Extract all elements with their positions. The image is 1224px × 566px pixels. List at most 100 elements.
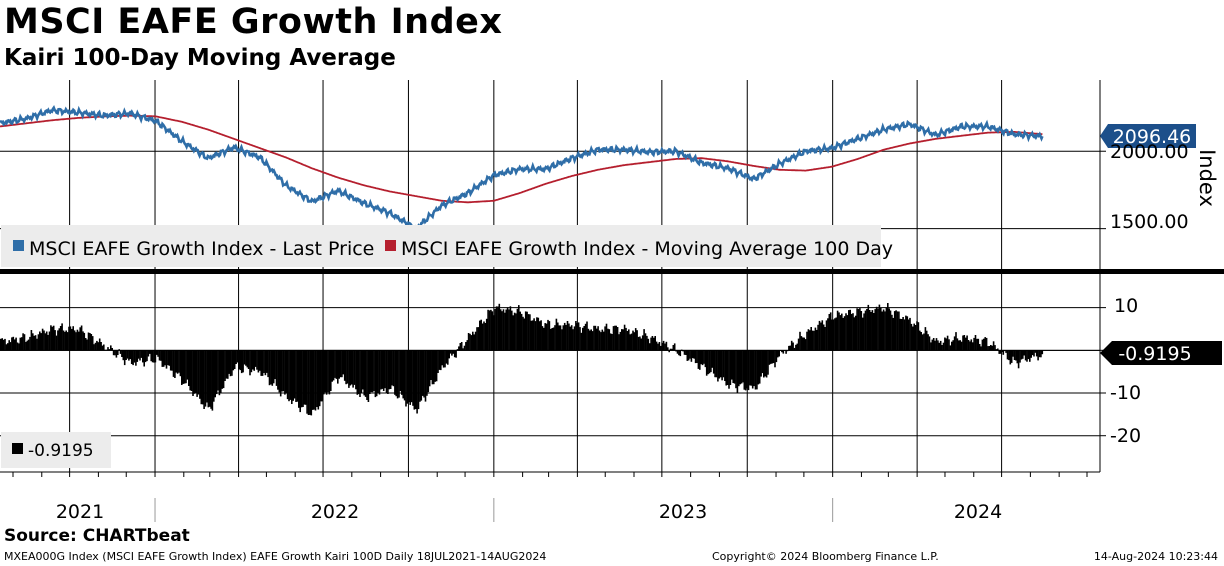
kairi-bar — [969, 341, 971, 351]
kairi-bar — [451, 350, 453, 356]
kairi-bar — [616, 327, 619, 351]
kairi-bar — [416, 350, 418, 414]
kairi-bar — [139, 350, 141, 361]
kairi-bar — [935, 338, 938, 351]
kairi-bar — [123, 350, 126, 366]
kairi-bar — [570, 325, 573, 351]
kairi-bar — [653, 337, 655, 351]
kairi-bar — [983, 338, 985, 351]
kairi-bar — [1010, 350, 1013, 363]
kairi-bar — [632, 330, 634, 351]
kairi-bar — [916, 321, 918, 351]
kairi-bar — [690, 350, 693, 362]
kairi-bar — [408, 350, 410, 403]
kairi-bar — [568, 323, 570, 351]
kairi-bar — [999, 350, 1002, 354]
kairi-bar — [417, 350, 420, 410]
kairi-bar — [384, 350, 386, 389]
kairi-bar — [380, 350, 382, 390]
kairi-bar — [54, 330, 56, 351]
kairi-bar — [715, 350, 718, 378]
kairi-bar — [1009, 350, 1012, 365]
kairi-bar — [672, 345, 675, 351]
kairi-bar — [952, 340, 954, 351]
kairi-bar — [291, 350, 293, 404]
kairi-bar — [0, 338, 2, 351]
kairi-bar — [1034, 350, 1037, 353]
kairi-bar — [83, 332, 86, 351]
kairi-bar — [802, 337, 804, 351]
kairi-bar — [797, 338, 800, 351]
kairi-bar — [689, 350, 691, 359]
legend-kairi-label: -0.9195 — [28, 441, 94, 461]
kairi-bar — [182, 350, 184, 384]
kairi-bar — [492, 315, 495, 351]
kairi-bar — [55, 335, 58, 351]
kairi-bar — [634, 328, 637, 351]
kairi-bar — [946, 335, 949, 351]
kairi-bar — [409, 350, 411, 405]
y-tick-label: -20 — [1110, 425, 1141, 447]
kairi-bar — [479, 320, 481, 351]
y-tick-label: 1500.00 — [1110, 211, 1189, 233]
kairi-bar — [73, 330, 76, 351]
kairi-bar — [835, 317, 837, 351]
kairi-bar — [895, 310, 897, 351]
kairi-bar — [995, 349, 998, 351]
kairi-bar — [98, 338, 101, 351]
kairi-bar — [490, 309, 492, 351]
kairi-bar — [401, 350, 403, 395]
kairi-bar — [973, 337, 975, 351]
kairi-bar — [125, 350, 127, 360]
kairi-bar — [619, 331, 622, 351]
kairi-bar — [447, 350, 449, 365]
kairi-bar — [199, 350, 201, 399]
kairi-bar — [889, 310, 892, 351]
kairi-bar — [491, 311, 494, 351]
kairi-bar — [398, 350, 400, 398]
kairi-bar — [388, 350, 391, 390]
kairi-bar — [697, 350, 700, 369]
kairi-bar — [463, 345, 466, 351]
kairi-bar — [186, 350, 189, 380]
kairi-bar — [79, 327, 81, 351]
kairi-bar — [460, 342, 463, 351]
kairi-bar — [2, 339, 5, 351]
kairi-bar — [533, 318, 535, 351]
kairi-bar — [913, 323, 915, 351]
kairi-bar — [323, 350, 325, 395]
kairi-bar — [778, 350, 780, 357]
kairi-bar — [200, 350, 203, 405]
kairi-bar — [722, 350, 725, 378]
kairi-bar — [1035, 350, 1038, 357]
kairi-bar — [495, 306, 498, 351]
kairi-bar — [453, 350, 456, 358]
kairi-bar — [806, 331, 808, 351]
kairi-bar — [523, 318, 526, 351]
kairi-bar — [664, 343, 666, 351]
kairi-bar — [263, 350, 265, 373]
kairi-bar — [178, 350, 180, 373]
kairi-bar — [970, 339, 973, 351]
kairi-bar — [714, 350, 716, 378]
kairi-bar — [643, 329, 645, 351]
kairi-bar — [167, 350, 169, 366]
kairi-bar — [906, 316, 909, 351]
kairi-bar — [934, 340, 936, 351]
kairi-bar — [846, 315, 849, 351]
kairi-bar — [561, 329, 563, 351]
kairi-bar — [325, 350, 328, 395]
kairi-bar — [110, 345, 112, 351]
kairi-bar — [218, 350, 221, 396]
kairi-bar — [504, 312, 506, 351]
kairi-bar — [686, 350, 689, 361]
kairi-bar — [126, 350, 129, 359]
kairi-bar — [62, 330, 65, 351]
kairi-bar — [809, 330, 811, 351]
kairi-bar — [175, 350, 177, 373]
kairi-bar — [158, 350, 161, 361]
kairi-bar — [753, 350, 755, 387]
kairi-bar — [582, 327, 584, 351]
kairi-bar — [378, 350, 381, 395]
kairi-bar — [377, 350, 379, 393]
